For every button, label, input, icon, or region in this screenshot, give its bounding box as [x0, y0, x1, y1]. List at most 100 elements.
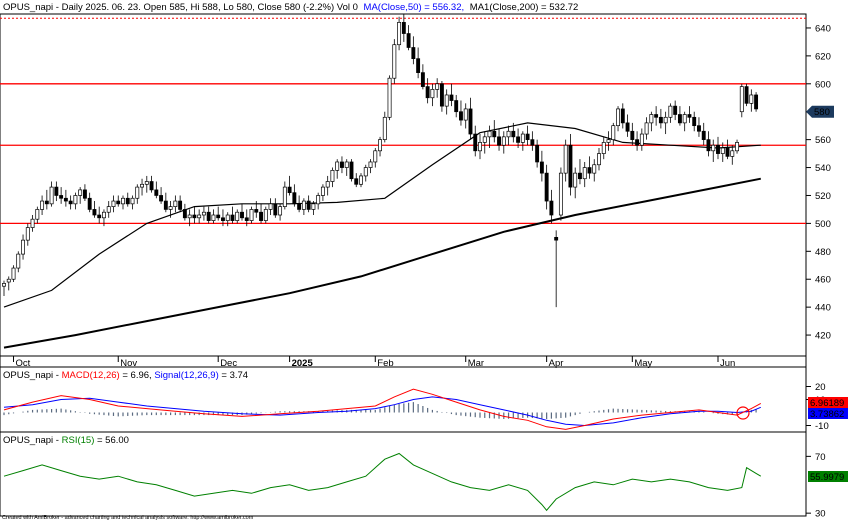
- candle-body: [273, 203, 278, 216]
- candle-body: [554, 236, 559, 241]
- rsi-box-bg: [808, 471, 848, 482]
- candle-body: [444, 94, 449, 107]
- candle-body: [63, 197, 68, 202]
- candle-body: [435, 83, 440, 90]
- signal-box-label: 3.73862: [810, 409, 844, 420]
- candle-body: [225, 214, 230, 221]
- candle-body: [287, 186, 292, 194]
- ma50-line: [3, 122, 761, 308]
- candle-body: [316, 195, 321, 205]
- candle-body: [206, 211, 211, 221]
- candle-body: [706, 139, 711, 152]
- candle-body: [482, 136, 487, 143]
- candle-body: [473, 133, 478, 152]
- macd-title-prefix: OPUS_napi -: [3, 370, 62, 381]
- moving-average-lines: [3, 122, 761, 349]
- price-ytick-label: 500: [815, 219, 831, 230]
- candle-body: [535, 144, 540, 163]
- ma200-line: [3, 177, 761, 349]
- candle-body: [654, 114, 659, 118]
- last-price-label: 580: [814, 107, 830, 118]
- rsi-ytick-label: 70: [815, 452, 826, 463]
- last-price-marker: 580: [806, 105, 834, 118]
- candle-body: [439, 83, 444, 107]
- candle-body: [382, 116, 387, 140]
- candle-body: [197, 214, 202, 219]
- candle-body: [501, 136, 506, 146]
- candle-body: [425, 86, 430, 99]
- rsi-box-label: 55.9979: [810, 472, 844, 483]
- candle-body: [325, 181, 330, 188]
- candle-body: [616, 108, 620, 127]
- candle-body: [230, 214, 235, 221]
- candle-body: [677, 114, 682, 124]
- candle-body: [263, 209, 268, 221]
- price-panel-frame: [0, 13, 807, 368]
- candle-body: [135, 186, 140, 199]
- candle-body: [411, 47, 416, 60]
- candle-body: [340, 161, 344, 168]
- price-ytick-label: 460: [815, 275, 831, 286]
- candle-body: [192, 214, 197, 219]
- candle-body: [663, 116, 668, 124]
- candle-body: [597, 153, 601, 166]
- candle-body: [187, 214, 192, 219]
- candle-body: [520, 133, 525, 143]
- candle-body: [720, 147, 725, 154]
- price-ytick-label: 420: [815, 331, 831, 342]
- candle-body: [478, 142, 482, 152]
- candle-body: [544, 172, 549, 202]
- candle-body: [35, 209, 40, 220]
- candle-body: [754, 94, 759, 110]
- candle-body: [573, 172, 578, 188]
- candle-body: [92, 209, 97, 216]
- rsi-value-box: 55.9979: [808, 471, 848, 483]
- candle-body: [330, 169, 335, 182]
- macd-value-box: 6.96189: [808, 397, 848, 409]
- candle-body: [420, 72, 425, 87]
- candle-body: [221, 217, 225, 221]
- candle-body: [335, 161, 340, 171]
- candle-body: [635, 139, 640, 146]
- price-ytick-label: 620: [815, 51, 831, 62]
- candle-body: [278, 206, 283, 216]
- candle-body: [106, 206, 111, 213]
- candle-body: [6, 278, 11, 283]
- candle-body: [121, 197, 125, 205]
- candle-body: [244, 217, 249, 221]
- candle-body: [182, 209, 187, 219]
- signal-value: = 3.74: [221, 370, 248, 381]
- ma50-label: MA(Close,50) = 556.32,: [364, 2, 465, 13]
- candle-body: [116, 200, 121, 205]
- candle-body: [620, 108, 625, 124]
- signal-label: Signal(12,26,9): [154, 370, 218, 381]
- candle-body: [168, 206, 173, 210]
- candle-body: [102, 211, 106, 219]
- candle-body: [82, 189, 87, 199]
- candle-body: [87, 197, 92, 210]
- candle-body: [563, 144, 568, 174]
- candle-body: [682, 114, 687, 124]
- candle-body: [249, 209, 254, 221]
- price-title-prefix: OPUS_napi - Daily 2025. 06. 23. Open 585…: [3, 2, 358, 13]
- candle-body: [492, 130, 497, 138]
- ma200-label: MA1(Close,200) = 532.72: [470, 2, 579, 13]
- candle-body: [401, 22, 406, 34]
- candle-body: [459, 111, 463, 121]
- candle-body: [558, 172, 563, 216]
- candle-body: [701, 130, 706, 140]
- candle-body: [658, 116, 663, 124]
- candle-body: [30, 218, 35, 228]
- candle-body: [630, 130, 635, 140]
- candle-body: [344, 161, 349, 168]
- candle-body: [416, 58, 421, 73]
- candle-body: [149, 181, 154, 191]
- price-xtick-label: Oct: [16, 358, 31, 369]
- candle-body: [463, 108, 468, 121]
- candle-body: [311, 203, 316, 210]
- candle-body: [716, 144, 720, 154]
- rsi-line-path: [3, 452, 762, 512]
- candle-body: [744, 86, 749, 104]
- signal-box-bg: [808, 408, 848, 419]
- candle-body: [144, 181, 149, 185]
